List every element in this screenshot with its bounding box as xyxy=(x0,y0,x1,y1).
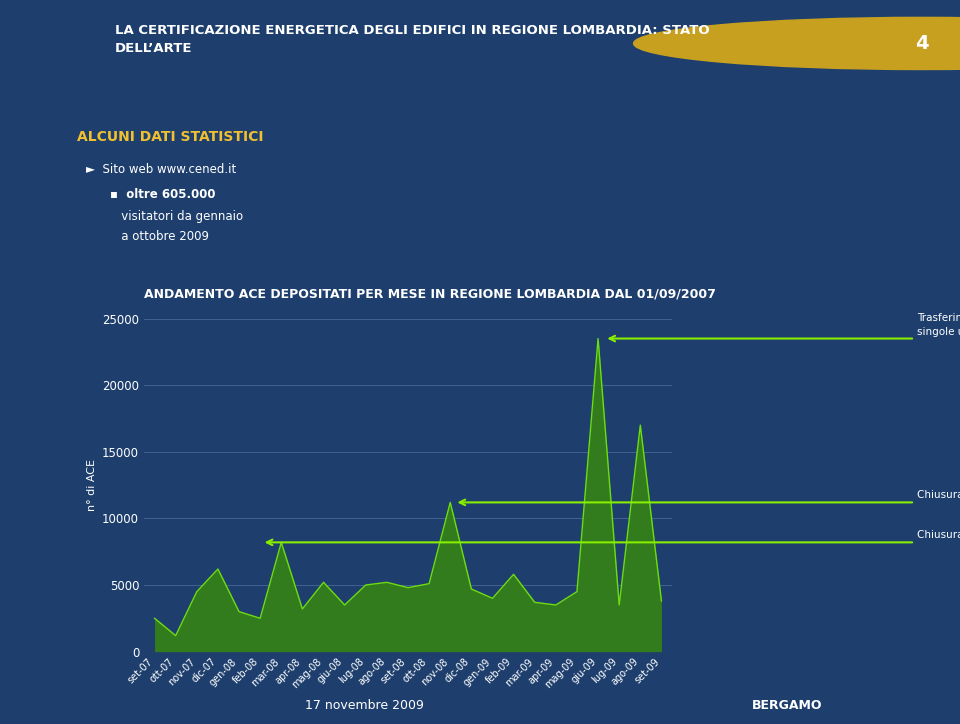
Text: BERGAMO: BERGAMO xyxy=(752,699,823,712)
Text: 4: 4 xyxy=(915,34,928,53)
Text: Trasferimento a titolo oneroso delle
singole unità immobiliari – 1° luglio 2009: Trasferimento a titolo oneroso delle sin… xyxy=(917,313,960,337)
Text: Chiusura pratiche 55% - febbraio 2008: Chiusura pratiche 55% - febbraio 2008 xyxy=(917,531,960,540)
Text: ►  Sito web www.cened.it: ► Sito web www.cened.it xyxy=(86,163,237,176)
Text: a ottobre 2009: a ottobre 2009 xyxy=(110,230,209,243)
Text: visitatori da gennaio: visitatori da gennaio xyxy=(110,210,244,223)
Text: ▪  oltre 605.000: ▪ oltre 605.000 xyxy=(110,188,216,201)
Text: LA CERTIFICAZIONE ENERGETICA DEGLI EDIFICI IN REGIONE LOMBARDIA: STATO
DELL’ARTE: LA CERTIFICAZIONE ENERGETICA DEGLI EDIFI… xyxy=(115,24,709,54)
Text: ALCUNI DATI STATISTICI: ALCUNI DATI STATISTICI xyxy=(77,130,263,144)
Text: ANDAMENTO ACE DEPOSITATI PER MESE IN REGIONE LOMBARDIA DAL 01/09/2007: ANDAMENTO ACE DEPOSITATI PER MESE IN REG… xyxy=(144,287,716,300)
Text: 17 novembre 2009: 17 novembre 2009 xyxy=(305,699,424,712)
Y-axis label: n° di ACE: n° di ACE xyxy=(86,459,97,511)
Circle shape xyxy=(634,17,960,70)
Text: Chiusura pratiche 55% - dicembre 2008: Chiusura pratiche 55% - dicembre 2008 xyxy=(917,490,960,500)
